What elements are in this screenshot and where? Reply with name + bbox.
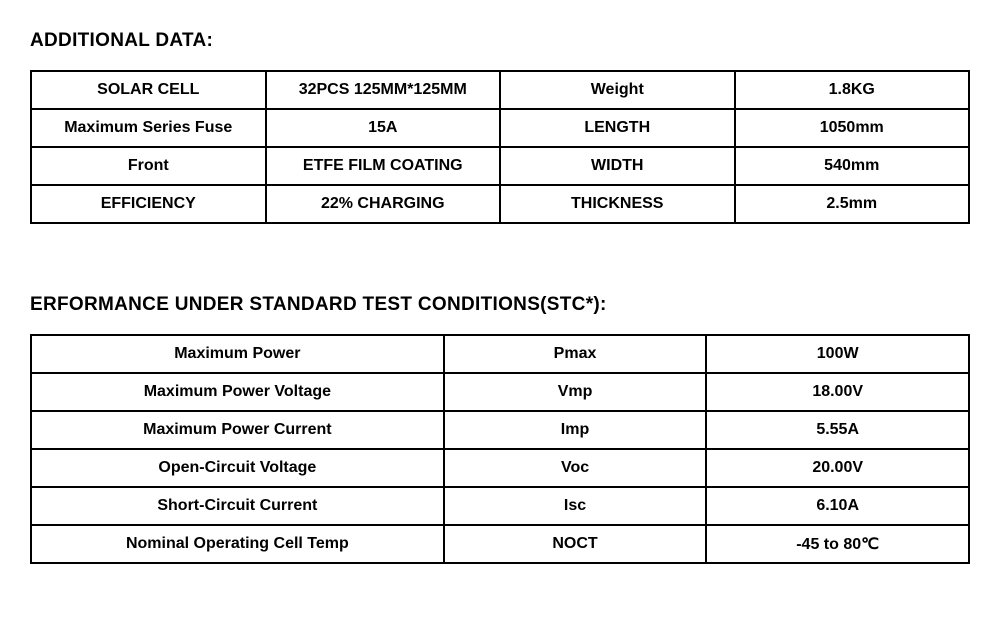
- cell-solar-cell-label: SOLAR CELL: [31, 71, 266, 109]
- cell-weight-label: Weight: [500, 71, 735, 109]
- cell-solar-cell-value: 32PCS 125MM*125MM: [266, 71, 501, 109]
- table-row: Short-Circuit Current Isc 6.10A: [31, 487, 969, 525]
- cell-noct-symbol: NOCT: [444, 525, 707, 563]
- cell-efficiency-label: EFFICIENCY: [31, 185, 266, 223]
- cell-isc-symbol: Isc: [444, 487, 707, 525]
- cell-pmax-value: 100W: [706, 335, 969, 373]
- cell-weight-value: 1.8KG: [735, 71, 970, 109]
- table-row: Front ETFE FILM COATING WIDTH 540mm: [31, 147, 969, 185]
- table-row: Maximum Series Fuse 15A LENGTH 1050mm: [31, 109, 969, 147]
- cell-length-label: LENGTH: [500, 109, 735, 147]
- cell-voc-param: Open-Circuit Voltage: [31, 449, 444, 487]
- table-row: SOLAR CELL 32PCS 125MM*125MM Weight 1.8K…: [31, 71, 969, 109]
- cell-imp-symbol: Imp: [444, 411, 707, 449]
- cell-thickness-label: THICKNESS: [500, 185, 735, 223]
- performance-title: ERFORMANCE UNDER STANDARD TEST CONDITION…: [30, 294, 970, 316]
- table-row: Maximum Power Pmax 100W: [31, 335, 969, 373]
- table-row: Maximum Power Voltage Vmp 18.00V: [31, 373, 969, 411]
- cell-vmp-value: 18.00V: [706, 373, 969, 411]
- cell-isc-param: Short-Circuit Current: [31, 487, 444, 525]
- cell-front-value: ETFE FILM COATING: [266, 147, 501, 185]
- table-row: EFFICIENCY 22% CHARGING THICKNESS 2.5mm: [31, 185, 969, 223]
- performance-table: Maximum Power Pmax 100W Maximum Power Vo…: [30, 334, 970, 564]
- cell-front-label: Front: [31, 147, 266, 185]
- cell-pmax-symbol: Pmax: [444, 335, 707, 373]
- cell-imp-value: 5.55A: [706, 411, 969, 449]
- cell-noct-param: Nominal Operating Cell Temp: [31, 525, 444, 563]
- cell-isc-value: 6.10A: [706, 487, 969, 525]
- cell-voc-symbol: Voc: [444, 449, 707, 487]
- cell-length-value: 1050mm: [735, 109, 970, 147]
- cell-vmp-symbol: Vmp: [444, 373, 707, 411]
- cell-vmp-param: Maximum Power Voltage: [31, 373, 444, 411]
- cell-imp-param: Maximum Power Current: [31, 411, 444, 449]
- cell-voc-value: 20.00V: [706, 449, 969, 487]
- table-row: Maximum Power Current Imp 5.55A: [31, 411, 969, 449]
- cell-pmax-param: Maximum Power: [31, 335, 444, 373]
- table-row: Open-Circuit Voltage Voc 20.00V: [31, 449, 969, 487]
- cell-width-label: WIDTH: [500, 147, 735, 185]
- cell-max-series-fuse-label: Maximum Series Fuse: [31, 109, 266, 147]
- cell-noct-value: -45 to 80℃: [706, 525, 969, 563]
- cell-efficiency-value: 22% CHARGING: [266, 185, 501, 223]
- additional-data-table: SOLAR CELL 32PCS 125MM*125MM Weight 1.8K…: [30, 70, 970, 224]
- cell-thickness-value: 2.5mm: [735, 185, 970, 223]
- additional-data-title: ADDITIONAL DATA:: [30, 30, 970, 52]
- cell-width-value: 540mm: [735, 147, 970, 185]
- table-row: Nominal Operating Cell Temp NOCT -45 to …: [31, 525, 969, 563]
- cell-max-series-fuse-value: 15A: [266, 109, 501, 147]
